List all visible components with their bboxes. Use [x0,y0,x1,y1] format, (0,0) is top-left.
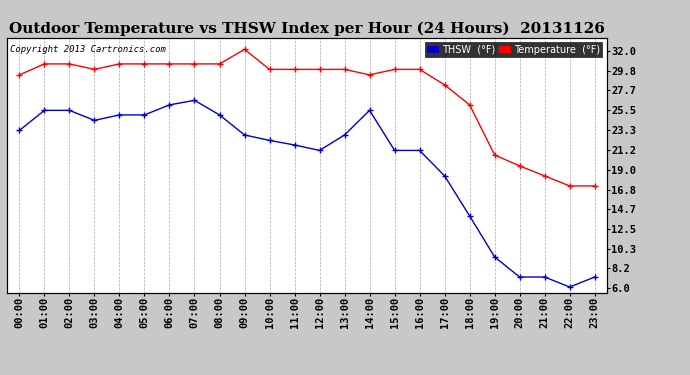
Text: Copyright 2013 Cartronics.com: Copyright 2013 Cartronics.com [10,45,166,54]
Legend: THSW  (°F), Temperature  (°F): THSW (°F), Temperature (°F) [425,42,602,57]
Title: Outdoor Temperature vs THSW Index per Hour (24 Hours)  20131126: Outdoor Temperature vs THSW Index per Ho… [9,22,605,36]
